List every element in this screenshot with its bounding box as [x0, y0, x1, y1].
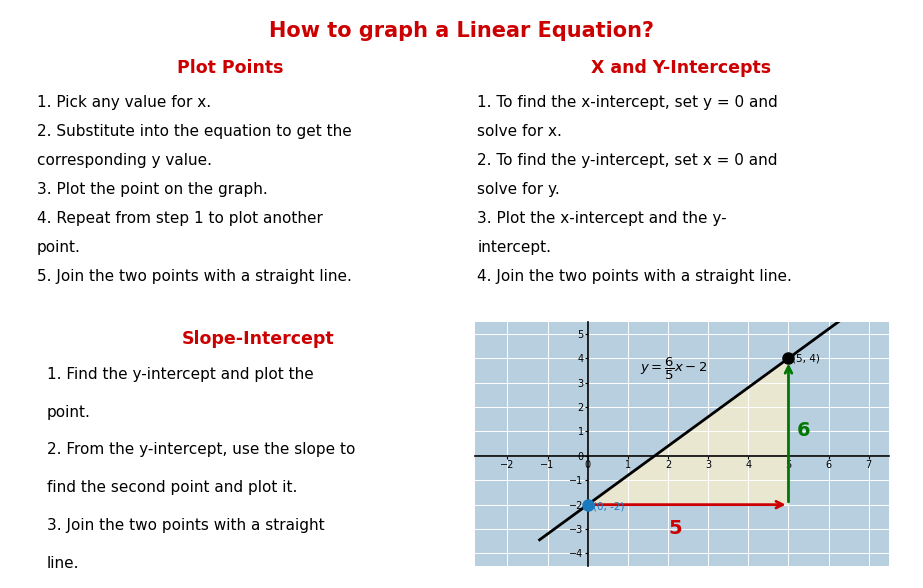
Text: 1. Find the y-intercept and plot the: 1. Find the y-intercept and plot the [47, 366, 314, 382]
Text: corresponding y value.: corresponding y value. [37, 153, 212, 168]
Text: 5: 5 [668, 519, 682, 538]
Text: (0, -2): (0, -2) [593, 502, 624, 512]
Text: 4. Join the two points with a straight line.: 4. Join the two points with a straight l… [477, 269, 792, 284]
Text: find the second point and plot it.: find the second point and plot it. [47, 480, 297, 496]
Text: Slope-Intercept: Slope-Intercept [182, 330, 335, 348]
Text: 2. From the y-intercept, use the slope to: 2. From the y-intercept, use the slope t… [47, 442, 355, 457]
Text: $y = \dfrac{6}{5}x - 2$: $y = \dfrac{6}{5}x - 2$ [640, 356, 708, 382]
Polygon shape [588, 358, 788, 505]
Text: line.: line. [47, 556, 79, 572]
Text: (5, 4): (5, 4) [793, 354, 821, 364]
Text: How to graph a Linear Equation?: How to graph a Linear Equation? [269, 21, 654, 41]
Text: 2. Substitute into the equation to get the: 2. Substitute into the equation to get t… [37, 123, 352, 139]
Text: 4. Repeat from step 1 to plot another: 4. Repeat from step 1 to plot another [37, 211, 323, 226]
Text: point.: point. [37, 240, 81, 255]
Text: 5. Join the two points with a straight line.: 5. Join the two points with a straight l… [37, 269, 352, 284]
Text: 6: 6 [797, 422, 810, 440]
Text: 2. To find the y-intercept, set x = 0 and: 2. To find the y-intercept, set x = 0 an… [477, 153, 778, 168]
Text: 1. Pick any value for x.: 1. Pick any value for x. [37, 95, 211, 110]
Text: 3. Join the two points with a straight: 3. Join the two points with a straight [47, 519, 324, 533]
Text: 1. To find the x-intercept, set y = 0 and: 1. To find the x-intercept, set y = 0 an… [477, 95, 778, 110]
Text: point.: point. [47, 405, 90, 419]
Text: Plot Points: Plot Points [177, 59, 283, 77]
Text: solve for y.: solve for y. [477, 182, 560, 197]
Text: intercept.: intercept. [477, 240, 551, 255]
Text: X and Y-Intercepts: X and Y-Intercepts [591, 59, 772, 77]
Text: 3. Plot the x-intercept and the y-: 3. Plot the x-intercept and the y- [477, 211, 727, 226]
Text: 3. Plot the point on the graph.: 3. Plot the point on the graph. [37, 182, 268, 197]
Text: solve for x.: solve for x. [477, 123, 562, 139]
